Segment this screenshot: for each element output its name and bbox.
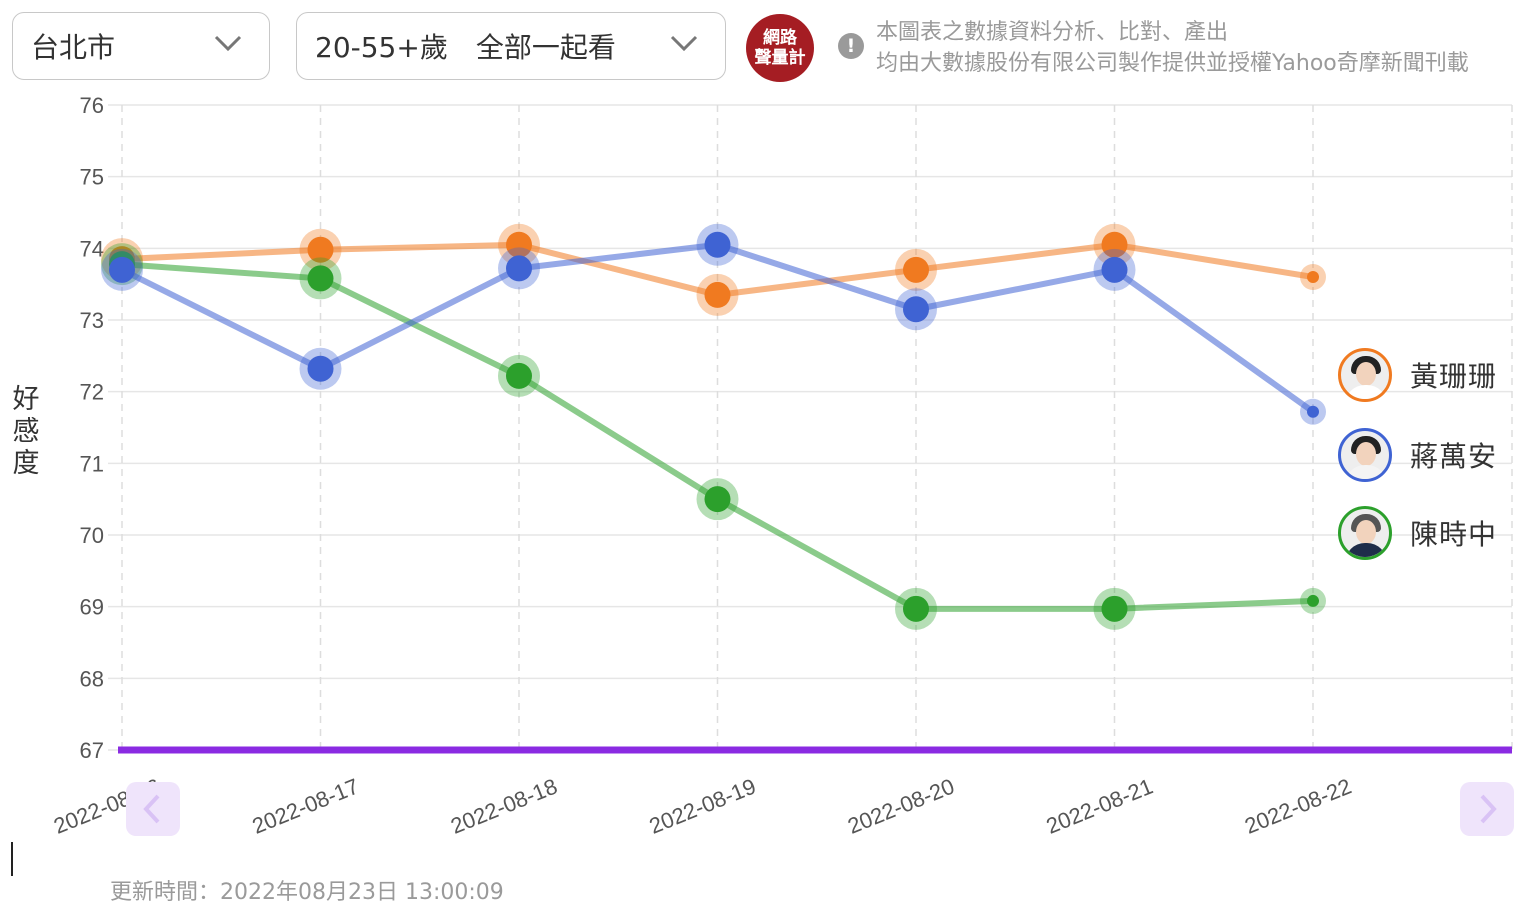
y-tick-label: 70 <box>80 523 104 548</box>
age-group-select[interactable]: 20-55+歲 全部一起看 <box>296 12 726 80</box>
data-point <box>506 231 532 258</box>
y-tick-label: 72 <box>80 380 104 405</box>
y-tick-label: 74 <box>80 236 104 261</box>
data-point <box>1101 595 1128 622</box>
info-icon: ! <box>838 33 864 59</box>
x-tick-label: 2022-08-18 <box>447 773 561 838</box>
data-point <box>1307 405 1319 418</box>
chevron-left-icon <box>143 794 160 824</box>
y-tick-label: 69 <box>80 595 104 620</box>
prev-page-button[interactable] <box>126 782 180 836</box>
x-tick-label: 2022-08-17 <box>249 773 363 838</box>
logo-text-line1: 網路 <box>763 28 797 48</box>
y-tick-label: 71 <box>80 451 104 476</box>
data-point <box>903 595 929 622</box>
logo-text-line2: 聲量計 <box>754 48 806 68</box>
x-tick-label: 2022-08-21 <box>1043 773 1157 838</box>
y-tick-label: 68 <box>80 666 104 691</box>
city-select-value: 台北市 <box>31 31 116 64</box>
data-point <box>1101 231 1128 258</box>
x-tick-label: 2022-08-19 <box>646 773 760 838</box>
y-tick-label: 67 <box>80 738 104 763</box>
data-point <box>1101 256 1128 283</box>
legend-item-chen[interactable]: 陳時中 <box>1338 502 1497 564</box>
legend-item-huang[interactable]: 黃珊珊 <box>1338 344 1497 406</box>
legend-label-huang: 黃珊珊 <box>1410 360 1498 393</box>
legend-label-chen: 陳時中 <box>1410 518 1498 551</box>
y-tick-label: 75 <box>80 165 104 190</box>
data-point <box>307 265 334 292</box>
age-group-select-value: 20-55+歲 全部一起看 <box>315 31 616 64</box>
x-tick-label: 2022-08-20 <box>844 773 958 838</box>
data-point <box>307 355 334 382</box>
avatar-chen <box>1338 506 1392 560</box>
data-point <box>1307 271 1319 283</box>
update-time: 更新時間：2022年08月23日 13:00:09 <box>110 880 504 905</box>
notice-line-2: 均由大數據股份有限公司製作提供並授權Yahoo奇摩新聞刊載 <box>876 51 1469 76</box>
y-tick-label: 76 <box>80 93 104 118</box>
city-select[interactable]: 台北市 <box>12 12 270 80</box>
next-page-button[interactable] <box>1460 782 1514 836</box>
data-point <box>704 281 731 308</box>
data-point <box>704 231 731 258</box>
legend-label-chiang: 蔣萬安 <box>1410 440 1498 473</box>
y-tick-label: 73 <box>80 308 104 333</box>
data-point <box>903 296 929 323</box>
legend-item-chiang[interactable]: 蔣萬安 <box>1338 424 1497 486</box>
data-point <box>506 362 532 389</box>
data-point <box>1307 594 1319 607</box>
chevron-down-icon <box>670 35 698 52</box>
volume-meter-logo: 網路 聲量計 <box>746 14 814 82</box>
avatar-huang <box>1338 348 1392 402</box>
data-source-notice: 本圖表之數據資料分析、比對、產出 均由大數據股份有限公司製作提供並授權Yahoo… <box>876 17 1469 79</box>
data-point <box>506 255 532 282</box>
data-point <box>307 236 334 263</box>
avatar-chiang <box>1338 428 1392 482</box>
notice-line-1: 本圖表之數據資料分析、比對、產出 <box>876 20 1229 45</box>
text-cursor <box>11 842 13 876</box>
chevron-down-icon <box>214 35 242 52</box>
y-axis-label: 好感度 <box>12 384 40 479</box>
chevron-right-icon <box>1480 794 1497 824</box>
data-point <box>109 256 135 283</box>
data-point <box>903 256 929 283</box>
x-tick-label: 2022-08-22 <box>1241 773 1355 838</box>
data-point <box>704 486 731 513</box>
